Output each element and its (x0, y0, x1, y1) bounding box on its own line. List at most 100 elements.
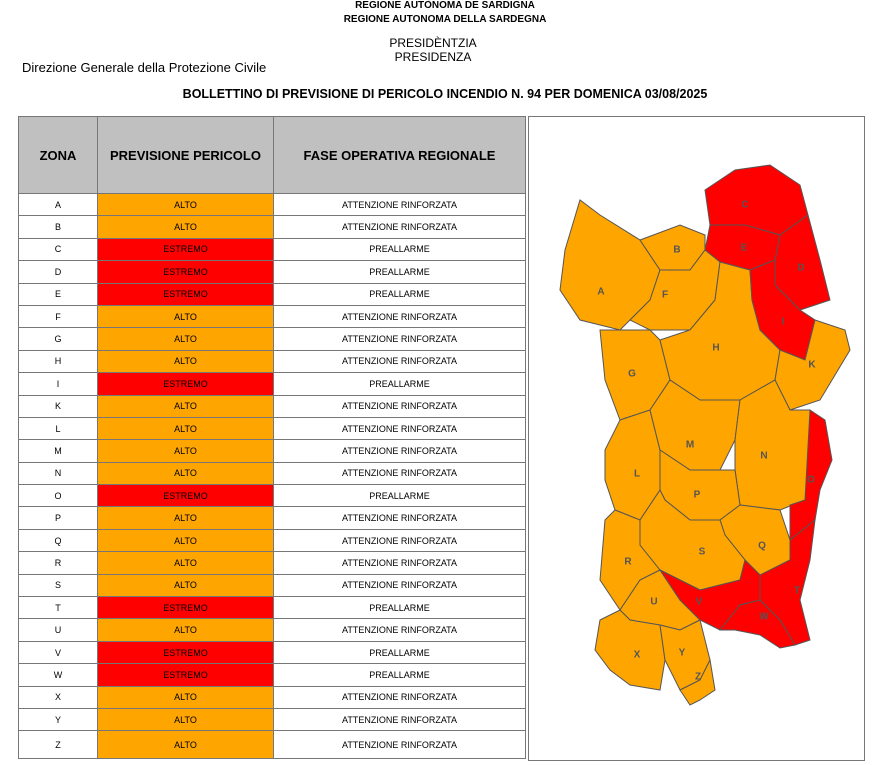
operational-phase: PREALLARME (273, 372, 526, 396)
danger-level: ALTO (97, 461, 274, 486)
zone-label: Q (758, 541, 766, 552)
operational-phase: PREALLARME (273, 260, 526, 284)
header-row: ZONA PREVISIONE PERICOLO FASE OPERATIVA … (18, 116, 526, 194)
zone-label: Z (695, 672, 701, 683)
danger-level: ALTO (97, 730, 274, 760)
zone: K (18, 394, 98, 418)
zone-row: Z ALTO ATTENZIONE RINFORZATA (18, 730, 526, 760)
zone-row: L ALTO ATTENZIONE RINFORZATA (18, 416, 526, 441)
zone-label: I (782, 317, 785, 328)
zone-label: W (759, 612, 769, 623)
zone-row: K ALTO ATTENZIONE RINFORZATA (18, 394, 526, 418)
danger-level: ALTO (97, 707, 274, 732)
zone: N (18, 461, 98, 486)
danger-level: ESTREMO (97, 372, 274, 396)
danger-level: ALTO (97, 394, 274, 418)
zone-row: P ALTO ATTENZIONE RINFORZATA (18, 506, 526, 530)
title: BOLLETTINO DI PREVISIONE DI PERICOLO INC… (182, 87, 708, 101)
zone-area (679, 658, 716, 706)
zone-label: S (699, 547, 706, 558)
column-header: PREVISIONE PERICOLO (97, 116, 274, 194)
operational-phase: ATTENZIONE RINFORZATA (273, 327, 526, 351)
zone-row: Q ALTO ATTENZIONE RINFORZATA (18, 528, 526, 553)
danger-level: ALTO (97, 215, 274, 239)
zone-row: M ALTO ATTENZIONE RINFORZATA (18, 439, 526, 463)
zone-label: V (696, 597, 703, 608)
danger-level: ALTO (97, 349, 274, 374)
operational-phase: PREALLARME (273, 237, 526, 262)
zone-label: P (694, 490, 701, 501)
department: Direzione Generale della Protezione Civi… (22, 60, 267, 75)
zone-row: S ALTO ATTENZIONE RINFORZATA (18, 573, 526, 598)
danger-level: ALTO (97, 506, 274, 530)
zone-row: D ESTREMO PREALLARME (18, 260, 526, 284)
operational-phase: PREALLARME (273, 484, 526, 508)
zone-row: F ALTO ATTENZIONE RINFORZATA (18, 304, 526, 329)
danger-level: ESTREMO (97, 596, 274, 620)
zone-row: T ESTREMO PREALLARME (18, 596, 526, 620)
zone-row: A ALTO ATTENZIONE RINFORZATA (18, 192, 526, 217)
zone-row: X ALTO ATTENZIONE RINFORZATA (18, 685, 526, 709)
forecast-table: ZONA PREVISIONE PERICOLO FASE OPERATIVA … (18, 116, 526, 760)
danger-level: ESTREMO (97, 282, 274, 306)
zone-label: A (597, 287, 604, 298)
zone: H (18, 349, 98, 374)
zone: Z (18, 730, 98, 760)
region-name: REGIONE AUTONOMA DELLA SARDEGNA (343, 14, 547, 25)
zone-label: D (797, 263, 804, 274)
zone-row: O ESTREMO PREALLARME (18, 484, 526, 508)
zone: E (18, 282, 98, 306)
map-frame (528, 116, 865, 761)
office: PRESIDÈNTZIA (389, 36, 477, 50)
danger-level: ALTO (97, 618, 274, 642)
operational-phase: ATTENZIONE RINFORZATA (273, 394, 526, 418)
zone-label: M (686, 440, 694, 451)
zone-label: G (628, 369, 636, 380)
zone-label: T (794, 586, 800, 597)
danger-level: ALTO (97, 439, 274, 463)
region-name: REGIONE AUTÒNOMA DE SARDIGNA (355, 0, 535, 11)
zone-label: O (807, 475, 815, 486)
operational-phase: ATTENZIONE RINFORZATA (273, 439, 526, 463)
operational-phase: ATTENZIONE RINFORZATA (273, 304, 526, 329)
zone-row: G ALTO ATTENZIONE RINFORZATA (18, 327, 526, 351)
danger-level: ALTO (97, 573, 274, 598)
operational-phase: PREALLARME (273, 282, 526, 306)
zone-label: R (624, 557, 632, 568)
zone-row: I ESTREMO PREALLARME (18, 372, 526, 396)
office: PRESIDENZA (394, 50, 472, 64)
zone-label: B (673, 245, 680, 256)
operational-phase: ATTENZIONE RINFORZATA (273, 461, 526, 486)
zone-label: C (741, 200, 748, 211)
danger-level: ALTO (97, 304, 274, 329)
operational-phase: ATTENZIONE RINFORZATA (273, 349, 526, 374)
zone-label: H (712, 343, 719, 354)
danger-level: ALTO (97, 551, 274, 575)
zone-label: N (760, 451, 767, 462)
operational-phase: ATTENZIONE RINFORZATA (273, 730, 526, 760)
zone-label: F (662, 290, 668, 301)
zone-label: X (634, 650, 641, 661)
zone-row: W ESTREMO PREALLARME (18, 663, 526, 687)
zone-area (594, 609, 666, 691)
zone-label: E (741, 243, 748, 254)
danger-level: ESTREMO (97, 237, 274, 262)
zone-label: K (808, 360, 816, 371)
danger-level: ESTREMO (97, 260, 274, 284)
zone-row: N ALTO ATTENZIONE RINFORZATA (18, 461, 526, 486)
operational-phase: ATTENZIONE RINFORZATA (273, 707, 526, 732)
zone-row: E ESTREMO PREALLARME (18, 282, 526, 306)
zone-row: H ALTO ATTENZIONE RINFORZATA (18, 349, 526, 374)
zone-row: C ESTREMO PREALLARME (18, 237, 526, 262)
danger-level: ALTO (97, 416, 274, 441)
zone-label: Y (679, 648, 686, 659)
danger-level: ALTO (97, 685, 274, 709)
danger-level: ESTREMO (97, 484, 274, 508)
danger-level: ESTREMO (97, 663, 274, 687)
zone-label: L (634, 469, 640, 480)
operational-phase: ATTENZIONE RINFORZATA (273, 416, 526, 441)
zone-area (718, 599, 796, 649)
danger-level: ALTO (97, 192, 274, 217)
column-header: FASE OPERATIVA REGIONALE (273, 116, 526, 194)
zone-row: R ALTO ATTENZIONE RINFORZATA (18, 551, 526, 575)
